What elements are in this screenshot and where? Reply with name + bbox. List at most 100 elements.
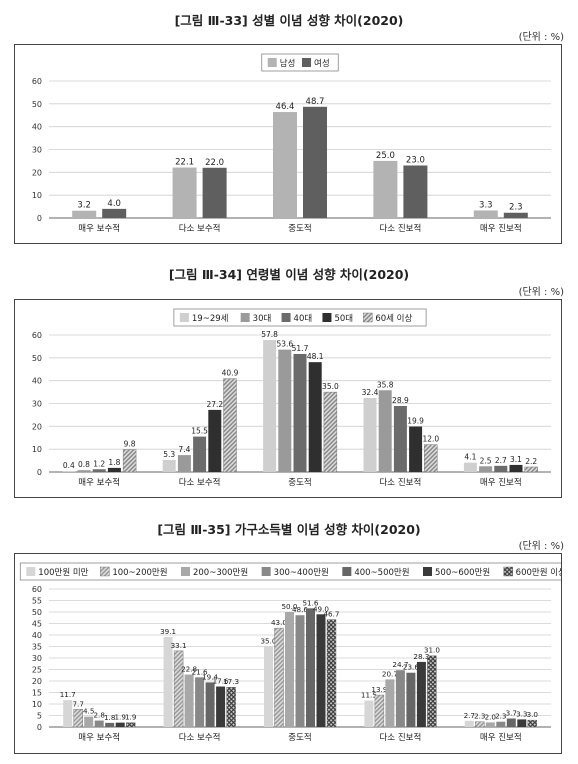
legend-label: 600만원 이상 (516, 567, 561, 578)
legend-swatch (240, 313, 250, 322)
x-tick-label: 매우 보수적 (78, 732, 120, 743)
data-label: 11.5 (361, 691, 377, 700)
bar (63, 700, 73, 727)
data-label: 0.8 (78, 460, 90, 469)
data-label: 7.4 (178, 445, 190, 454)
bar (223, 378, 237, 473)
bar (509, 464, 523, 472)
data-label: 35.0 (260, 637, 276, 646)
legend-box (173, 308, 427, 327)
bar (385, 679, 395, 727)
data-label: 17.6 (213, 677, 229, 686)
data-label: 3.0 (527, 710, 539, 719)
legend-swatch (26, 567, 36, 576)
data-label: 2.3 (509, 203, 523, 213)
legend-swatch (423, 567, 433, 576)
legend-label: 60세 이상 (375, 313, 412, 324)
data-label: 23.6 (403, 663, 419, 672)
bar (72, 210, 97, 218)
bar (479, 466, 493, 472)
data-label: 2.7 (495, 456, 507, 465)
bar (125, 722, 136, 728)
bar (285, 612, 294, 727)
bar (162, 459, 176, 472)
data-label: 32.4 (362, 388, 379, 397)
data-label: 13.9 (371, 685, 387, 694)
data-label: 12.0 (422, 435, 439, 444)
x-tick-label: 매우 진보적 (480, 223, 522, 234)
data-label: 3.7 (506, 708, 517, 717)
chart-income-svg: 0 5 10 15 20 25 30 35 40 45 50 55 60 11.77.74.5 2.8 1.8… (19, 562, 561, 743)
bar (263, 340, 277, 472)
x-tick-label: 다소 진보적 (379, 223, 421, 234)
bar (205, 682, 215, 727)
legend-swatch (261, 567, 271, 576)
y-tick-label: 45 (32, 620, 42, 629)
data-label: 24.7 (392, 660, 408, 669)
chart-age-svg: 0 10 20 30 40 50 60 0.4 0.8 1.2 1.8 9.8 매우 보수적 5.37.4… (32, 308, 551, 488)
data-label: 27.2 (206, 400, 223, 409)
bar (84, 716, 94, 727)
data-label: 28.3 (413, 652, 429, 661)
y-tick-label: 40 (32, 631, 42, 640)
bar (295, 615, 305, 727)
legend: 19~29세 30대 40대 50대 60세 이상 (173, 308, 427, 327)
data-label: 31.0 (424, 646, 440, 655)
bar (463, 462, 477, 472)
x-tick-label: 매우 보수적 (78, 477, 120, 488)
data-label: 22.1 (175, 158, 194, 168)
legend-swatch (322, 313, 332, 322)
x-tick-label: 다소 진보적 (379, 732, 421, 743)
bar (274, 627, 284, 728)
bar (506, 718, 516, 727)
chart-gender-svg: 0 10 20 30 40 50 60 3.2 4.0 매우 보수적 22.1 22.0 다소 보수적 4… (32, 53, 551, 234)
data-label: 3.2 (77, 201, 91, 211)
data-label: 39.1 (160, 627, 176, 636)
y-tick-label: 60 (32, 77, 42, 86)
x-tick-label: 매우 보수적 (78, 223, 120, 234)
y-tick-label: 0 (37, 723, 42, 732)
legend-swatch (503, 566, 513, 577)
legend-swatch (342, 567, 352, 576)
bar (62, 471, 76, 472)
data-label: 28.9 (392, 396, 409, 405)
bar (102, 208, 127, 218)
bar (406, 672, 416, 727)
bar (403, 165, 428, 218)
figure-title-1: [그림 Ⅲ-33] 성별 이념 성향 차이(2020) (174, 13, 404, 28)
bar (308, 362, 322, 472)
x-tick-label: 다소 보수적 (179, 732, 221, 743)
data-label: 0.4 (63, 461, 75, 470)
bar (193, 436, 207, 472)
bar (273, 112, 297, 218)
data-label: 51.6 (302, 598, 318, 607)
legend-label: 500~600만원 (435, 568, 490, 578)
bar (293, 353, 307, 472)
y-tick-label: 0 (37, 214, 42, 223)
data-label: 9.8 (124, 440, 136, 449)
bar (94, 720, 104, 727)
chart-age: 0 10 20 30 40 50 60 0.4 0.8 1.2 1.8 9.8 매우 보수적 5.3 7.4… (14, 299, 562, 498)
unit-label-3: (단위 : %) (518, 541, 564, 552)
data-label: 53.6 (276, 340, 293, 349)
legend-label: 30대 (253, 314, 272, 324)
bar (409, 426, 423, 472)
data-label: 3.1 (510, 455, 522, 464)
bar (115, 722, 125, 727)
bar (195, 677, 205, 727)
y-tick-label: 40 (32, 123, 42, 132)
legend: 100만원 미만 100~200만원 200~300만원 300~400만원 400~5… (19, 562, 561, 581)
data-label: 2.0 (485, 712, 497, 721)
unit-label-1: (단위 : %) (518, 32, 564, 43)
bar (524, 466, 538, 473)
data-label: 21.6 (192, 667, 208, 676)
data-label: 1.8 (104, 713, 116, 722)
legend-swatch (100, 566, 110, 577)
legend-label: 남성 (280, 59, 296, 69)
bar (316, 614, 326, 727)
unit-label-2: (단위 : %) (518, 287, 564, 298)
bar (475, 721, 485, 728)
data-label: 33.1 (171, 641, 187, 650)
bar (485, 722, 495, 727)
figure-title-3: [그림 Ⅲ-35] 가구소득별 이념 성향 차이(2020) (157, 522, 421, 537)
